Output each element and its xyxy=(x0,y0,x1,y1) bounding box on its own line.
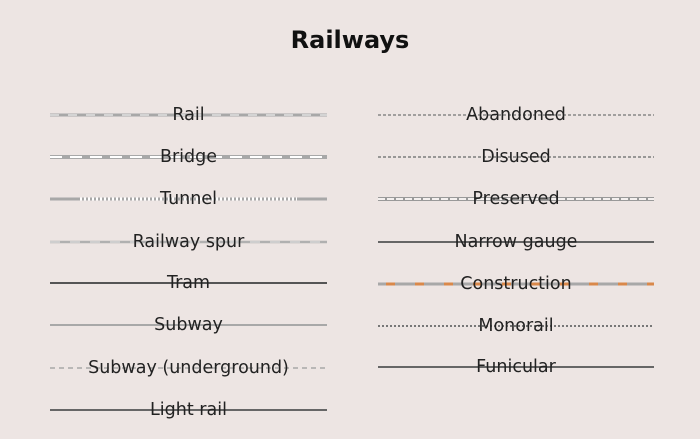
monorail-line-symbol xyxy=(378,325,652,327)
legend-item-subway-underground: Subway (underground) xyxy=(50,356,327,380)
legend-label: Rail xyxy=(172,105,205,125)
legend-item-tunnel: Tunnel xyxy=(50,187,327,211)
legend-item-construction: Construction xyxy=(378,272,654,296)
legend-item-funicular: Funicular xyxy=(378,355,654,379)
tram-line-symbol xyxy=(50,282,327,284)
page-title: Railways xyxy=(290,26,410,54)
legend-item-rail: Rail xyxy=(50,103,327,127)
legend-item-light-rail: Light rail xyxy=(50,398,327,422)
legend-label: Tunnel xyxy=(160,189,217,209)
legend-item-narrow-gauge: Narrow gauge xyxy=(378,230,654,254)
legend-label: Disused xyxy=(481,147,551,167)
legend-item-monorail: Monorail xyxy=(378,314,654,338)
abandoned-line-symbol xyxy=(378,114,654,116)
legend-label: Railway spur xyxy=(132,232,245,252)
legend-label: Construction xyxy=(460,274,572,294)
legend-item-railway-spur: Railway spur xyxy=(50,230,327,254)
rail-line-symbol xyxy=(50,113,327,117)
funicular-line-symbol xyxy=(378,366,654,368)
legend-label: Funicular xyxy=(476,357,556,377)
legend-label: Narrow gauge xyxy=(454,232,578,252)
disused-line-symbol xyxy=(378,156,654,158)
legend-label: Preserved xyxy=(472,189,560,209)
light-rail-line-symbol xyxy=(50,409,327,411)
preserved-line-symbol xyxy=(378,197,654,201)
legend-item-tram: Tram xyxy=(50,271,327,295)
subway-line-symbol xyxy=(50,324,327,326)
subway-underground-line-symbol xyxy=(50,367,327,369)
legend-item-preserved: Preserved xyxy=(378,187,654,211)
legend-item-disused: Disused xyxy=(378,145,654,169)
legend-label: Subway xyxy=(154,315,223,335)
legend-label: Light rail xyxy=(150,400,227,420)
legend-label: Abandoned xyxy=(466,105,566,125)
tunnel-line-symbol xyxy=(50,197,327,201)
legend-label: Tram xyxy=(166,273,211,293)
railway-spur-line-symbol xyxy=(50,240,327,244)
legend-label: Monorail xyxy=(478,316,554,336)
legend-label: Bridge xyxy=(159,147,218,167)
legend-label: Subway (underground) xyxy=(88,358,289,378)
narrow-gauge-line-symbol xyxy=(378,241,654,243)
construction-line-symbol xyxy=(378,282,654,286)
legend-item-subway: Subway xyxy=(50,313,327,337)
legend-item-abandoned: Abandoned xyxy=(378,103,654,127)
bridge-line-symbol xyxy=(50,155,327,159)
legend-item-bridge: Bridge xyxy=(50,145,327,169)
